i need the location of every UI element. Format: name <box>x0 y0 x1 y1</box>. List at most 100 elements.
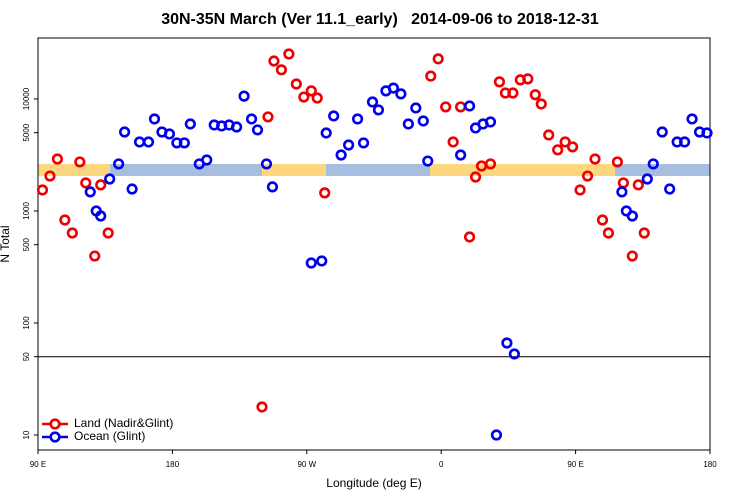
point <box>626 250 638 262</box>
point <box>328 110 340 122</box>
point <box>95 210 107 222</box>
point <box>74 156 86 168</box>
point <box>616 186 628 198</box>
point <box>59 214 71 226</box>
point <box>417 115 429 127</box>
point <box>343 139 355 151</box>
point <box>148 113 161 125</box>
x-tick-label: 90 E <box>567 460 583 469</box>
land-band <box>38 164 110 176</box>
point <box>501 337 513 349</box>
point <box>638 227 650 239</box>
chart-title: 30N-35N March (Ver 11.1_early) 2014-09-0… <box>161 11 599 28</box>
point <box>311 92 323 104</box>
y-tick-label: 500 <box>22 237 31 251</box>
point <box>581 170 594 182</box>
point <box>469 171 482 183</box>
legend-marker <box>49 418 61 430</box>
point <box>51 153 64 165</box>
point <box>602 227 615 239</box>
point <box>589 153 601 165</box>
point <box>422 155 434 167</box>
point <box>387 82 400 94</box>
point <box>402 118 414 130</box>
point <box>283 48 295 60</box>
x-axis-label: Longitude (deg E) <box>326 476 421 490</box>
point <box>641 173 653 185</box>
point <box>319 187 331 199</box>
plot-frame <box>37 37 711 451</box>
land-band <box>430 164 615 176</box>
y-tick-label: 50 <box>22 352 31 361</box>
point <box>463 231 476 243</box>
point <box>493 76 506 88</box>
point <box>142 136 155 148</box>
point <box>484 116 497 128</box>
point <box>535 98 547 110</box>
point <box>163 128 176 140</box>
point <box>567 141 579 153</box>
point <box>184 118 196 130</box>
x-tick-label: 90 E <box>30 460 46 469</box>
point <box>447 136 459 148</box>
point <box>262 111 274 123</box>
point <box>133 136 146 148</box>
point <box>455 101 467 113</box>
point <box>95 179 107 191</box>
point <box>455 149 467 161</box>
point <box>178 137 190 149</box>
point <box>574 184 586 196</box>
x-tick-label: 180 <box>166 460 180 469</box>
point <box>626 210 638 222</box>
point <box>305 257 317 269</box>
point <box>290 78 302 90</box>
point <box>351 113 364 125</box>
point <box>611 156 624 168</box>
point <box>647 158 659 170</box>
point <box>596 214 609 226</box>
point <box>372 104 385 116</box>
series <box>84 82 713 441</box>
point <box>102 227 114 239</box>
point <box>260 158 273 170</box>
y-tick-label: 10000 <box>22 87 31 110</box>
point <box>126 183 138 195</box>
x-tick-label: 90 W <box>297 460 316 469</box>
point <box>543 129 555 141</box>
point <box>664 183 676 195</box>
point <box>80 177 92 189</box>
y-axis-label: N Total <box>0 225 12 262</box>
point <box>507 87 519 99</box>
point <box>522 73 534 85</box>
point <box>238 90 250 102</box>
point <box>701 127 713 139</box>
point <box>432 53 444 65</box>
point <box>298 91 310 103</box>
point <box>245 113 258 125</box>
point <box>231 121 243 133</box>
land-band <box>262 164 326 176</box>
x-tick-label: 0 <box>439 460 444 469</box>
point <box>529 89 541 101</box>
point <box>366 96 379 108</box>
legend-label: Ocean (Glint) <box>74 429 145 443</box>
point <box>89 250 101 262</box>
point <box>335 149 347 161</box>
point <box>490 429 503 441</box>
point <box>463 100 476 112</box>
y-tick-label: 100 <box>22 316 31 330</box>
point <box>104 173 116 185</box>
point <box>656 126 668 138</box>
point <box>440 101 452 113</box>
point <box>201 154 213 166</box>
point <box>632 179 644 191</box>
point <box>268 55 280 67</box>
point <box>617 177 629 189</box>
point <box>357 137 370 149</box>
x-tick-label: 180 <box>703 460 717 469</box>
point <box>679 136 691 148</box>
point <box>316 255 328 267</box>
point <box>275 64 288 76</box>
point <box>36 184 49 196</box>
